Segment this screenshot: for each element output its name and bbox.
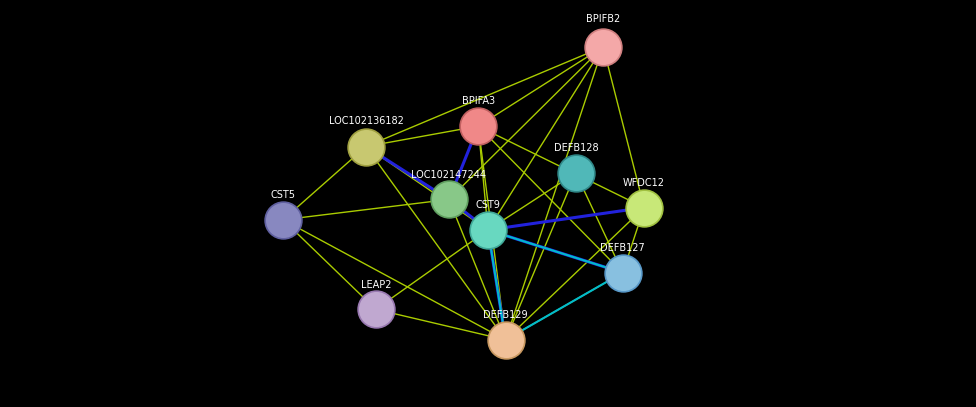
- Point: [368, 306, 384, 313]
- Text: LOC102147244: LOC102147244: [412, 170, 486, 180]
- Text: BPIFB2: BPIFB2: [586, 14, 621, 24]
- Point: [615, 269, 630, 276]
- Text: CST5: CST5: [270, 190, 296, 200]
- Text: DEFB128: DEFB128: [553, 142, 598, 153]
- Point: [470, 123, 486, 129]
- Text: CST9: CST9: [475, 200, 501, 210]
- Text: BPIFA3: BPIFA3: [462, 96, 495, 106]
- Text: LOC102136182: LOC102136182: [329, 116, 403, 126]
- Point: [568, 170, 584, 176]
- Text: DEFB129: DEFB129: [483, 310, 528, 320]
- Text: DEFB127: DEFB127: [600, 243, 645, 253]
- Point: [358, 143, 374, 150]
- Text: WFDC12: WFDC12: [623, 178, 666, 188]
- Text: LEAP2: LEAP2: [360, 280, 391, 290]
- Point: [498, 337, 513, 343]
- Point: [595, 44, 611, 50]
- Point: [636, 204, 652, 211]
- Point: [441, 196, 457, 203]
- Point: [480, 227, 496, 233]
- Point: [275, 217, 291, 223]
